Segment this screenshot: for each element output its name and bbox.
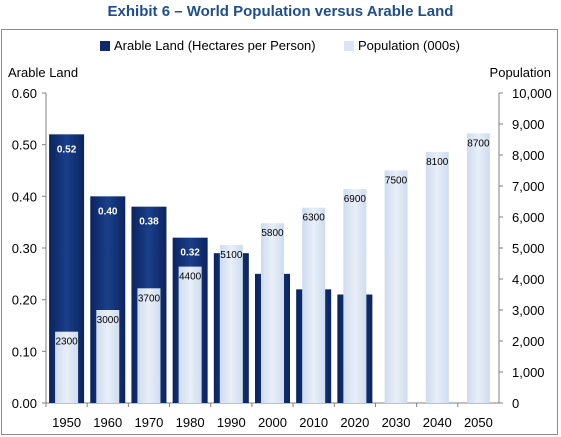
x-tick-label: 2040 <box>423 415 452 430</box>
legend-label-arable: Arable Land (Hectares per Person) <box>114 38 316 53</box>
x-tick-label: 1970 <box>134 415 163 430</box>
data-label-population: 5800 <box>261 228 284 239</box>
chart-frame <box>1 29 558 435</box>
y-tick-label-left: 0.50 <box>12 138 37 153</box>
bar-population <box>466 133 490 404</box>
legend-swatch-arable <box>100 41 110 51</box>
chart-title: Exhibit 6 – World Population versus Arab… <box>107 3 454 20</box>
y-tick-label-right: 3,000 <box>512 303 545 318</box>
y-tick-label-right: 5,000 <box>512 241 545 256</box>
y-tick-label-left: 0.60 <box>12 86 37 101</box>
bar-population <box>343 189 367 403</box>
y-tick-label-right: 9,000 <box>512 117 545 132</box>
x-tick-label: 2020 <box>340 415 369 430</box>
bar-population <box>384 170 408 403</box>
y-tick-label-right: 10,000 <box>512 86 552 101</box>
data-label-population: 8700 <box>467 138 490 149</box>
x-tick-label: 2010 <box>299 415 328 430</box>
data-label-arable: 0.32 <box>180 248 200 259</box>
plot-area: 0.00 0.10 0.20 0.30 0.40 0.50 0.60 0 1,000 2,000 3… <box>12 86 552 430</box>
x-tick-label: 2050 <box>464 415 493 430</box>
data-label-population: 3000 <box>97 315 120 326</box>
x-tick-label: 2000 <box>258 415 287 430</box>
x-tick-label: 1950 <box>52 415 81 430</box>
y-tick-label-left: 0.10 <box>12 344 37 359</box>
y-tick-label-right: 2,000 <box>512 334 545 349</box>
x-tick-label: 1980 <box>176 415 205 430</box>
bar-population <box>178 266 202 403</box>
data-label-population: 4400 <box>179 272 202 283</box>
bar-population <box>425 151 449 403</box>
data-label-arable: 0.38 <box>139 217 159 228</box>
data-label-population: 3700 <box>138 293 161 304</box>
y-tick-label-right: 6,000 <box>512 210 545 225</box>
y-tick-label-left: 0.00 <box>12 396 37 411</box>
legend-swatch-population <box>344 41 354 51</box>
y-axis-right-title: Population <box>490 65 551 80</box>
data-label-population: 2300 <box>55 337 78 348</box>
bar-population <box>96 310 120 403</box>
y-tick-label-right: 4,000 <box>512 272 545 287</box>
data-label-population: 6300 <box>303 213 326 224</box>
bar-population <box>137 288 161 403</box>
legend-label-population: Population (000s) <box>358 38 460 53</box>
data-label-population: 8100 <box>426 157 449 168</box>
x-tick-label: 1960 <box>93 415 122 430</box>
y-axis-left-title: Arable Land <box>8 65 78 80</box>
bar-population <box>219 244 243 403</box>
bar-population <box>261 223 284 403</box>
data-label-population: 5100 <box>220 250 243 261</box>
y-tick-label-left: 0.30 <box>12 241 37 256</box>
x-tick-label: 1990 <box>217 415 246 430</box>
y-tick-label-left: 0.20 <box>12 293 37 308</box>
data-label-population: 7500 <box>385 176 408 187</box>
bar-population <box>302 207 326 403</box>
y-tick-label-right: 8,000 <box>512 148 545 163</box>
bar-population <box>55 331 79 403</box>
y-tick-label-left: 0.40 <box>12 189 37 204</box>
y-tick-label-right: 0 <box>512 396 519 411</box>
data-label-arable: 0.40 <box>98 206 118 217</box>
x-tick-label: 2030 <box>382 415 411 430</box>
y-tick-label-right: 1,000 <box>512 365 545 380</box>
data-label-population: 6900 <box>344 194 367 205</box>
y-tick-label-right: 7,000 <box>512 179 545 194</box>
data-label-arable: 0.52 <box>57 144 77 155</box>
